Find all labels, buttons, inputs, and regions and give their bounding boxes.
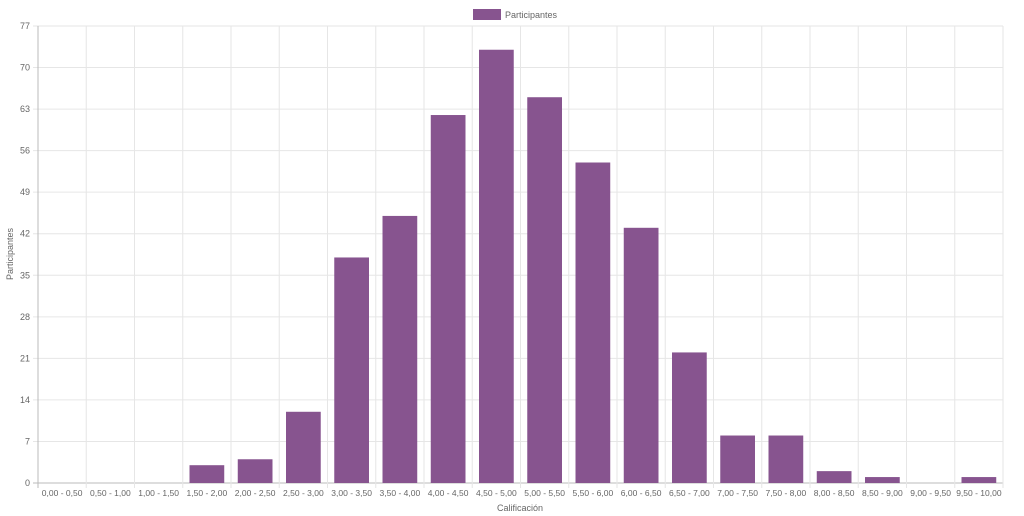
bar[interactable] xyxy=(816,471,852,483)
bar[interactable] xyxy=(334,257,369,483)
x-tick-label: 0,00 - 0,50 xyxy=(42,488,83,498)
x-axis-title: Calificación xyxy=(497,503,543,513)
y-tick-label: 35 xyxy=(20,270,30,280)
y-tick-label: 14 xyxy=(20,395,30,405)
x-tick-label: 5,00 - 5,50 xyxy=(524,488,565,498)
y-axis-title: Participantes xyxy=(5,227,15,280)
y-tick-label: 21 xyxy=(20,353,30,363)
bar[interactable] xyxy=(286,411,321,483)
grid-lines xyxy=(33,25,1004,488)
y-tick-label: 28 xyxy=(20,312,30,322)
bar[interactable] xyxy=(575,162,611,483)
x-tick-label: 4,50 - 5,00 xyxy=(476,488,517,498)
y-tick-label: 70 xyxy=(20,63,30,73)
x-tick-label: 6,00 - 6,50 xyxy=(621,488,662,498)
axes: 0 7 14 21 28 35 42 49 56 63 70 77 0,00 - 0,50 0,50 - … xyxy=(20,21,1002,498)
x-tick-label: 9,50 - 10,00 xyxy=(956,488,1002,498)
y-tick-label: 63 xyxy=(20,104,30,114)
bar[interactable] xyxy=(189,465,225,483)
x-tick-label: 1,50 - 2,00 xyxy=(187,488,228,498)
y-tick-label: 77 xyxy=(20,21,30,31)
bar[interactable] xyxy=(479,49,514,483)
legend-swatch[interactable] xyxy=(473,9,501,20)
legend[interactable]: Participantes xyxy=(473,9,558,20)
x-tick-label: 3,00 - 3,50 xyxy=(331,488,372,498)
y-tick-label: 0 xyxy=(25,478,30,488)
bar[interactable] xyxy=(768,435,804,483)
x-tick-label: 5,50 - 6,00 xyxy=(573,488,614,498)
x-tick-label: 7,50 - 8,00 xyxy=(766,488,807,498)
x-tick-label: 4,00 - 4,50 xyxy=(428,488,469,498)
x-tick-label: 0,50 - 1,00 xyxy=(90,488,131,498)
bar[interactable] xyxy=(865,477,900,483)
y-tick-label: 42 xyxy=(20,229,30,239)
bar[interactable] xyxy=(623,227,659,483)
bar[interactable] xyxy=(430,115,466,483)
x-tick-label: 8,50 - 9,00 xyxy=(862,488,903,498)
bar[interactable] xyxy=(961,477,997,483)
y-tick-label: 7 xyxy=(25,436,30,446)
bar[interactable] xyxy=(527,97,562,484)
bar[interactable] xyxy=(237,459,273,483)
y-tick-label: 49 xyxy=(20,187,30,197)
y-tick-label: 56 xyxy=(20,146,30,156)
x-tick-label: 7,00 - 7,50 xyxy=(717,488,758,498)
x-tick-label: 2,50 - 3,00 xyxy=(283,488,324,498)
legend-label[interactable]: Participantes xyxy=(505,10,558,20)
x-tick-label: 1,00 - 1,50 xyxy=(138,488,179,498)
bar[interactable] xyxy=(672,352,707,483)
bars xyxy=(189,49,997,484)
bar[interactable] xyxy=(382,215,418,484)
bar[interactable] xyxy=(720,435,755,483)
x-tick-label: 6,50 - 7,00 xyxy=(669,488,710,498)
x-tick-label: 9,00 - 9,50 xyxy=(910,488,951,498)
x-tick-label: 8,00 - 8,50 xyxy=(814,488,855,498)
x-tick-label: 2,00 - 2,50 xyxy=(235,488,276,498)
x-tick-label: 3,50 - 4,00 xyxy=(380,488,421,498)
